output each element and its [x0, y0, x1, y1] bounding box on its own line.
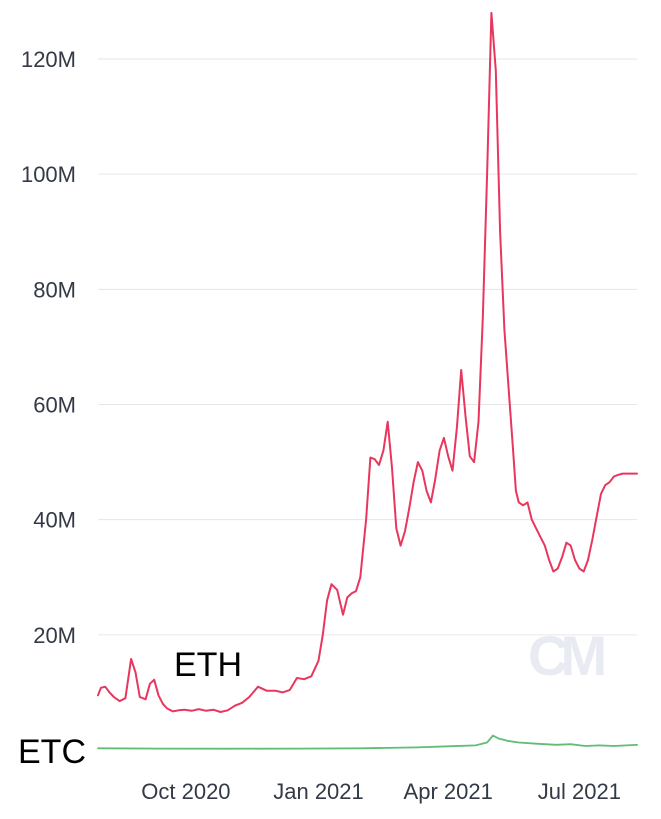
- y-axis: 20M 40M 60M 80M 100M 120M: [21, 47, 76, 648]
- x-tick-label: Jul 2021: [538, 779, 621, 804]
- series-line-etc: [97, 734, 638, 750]
- series-lines: [97, 11, 638, 750]
- x-tick-label: Oct 2020: [141, 779, 230, 804]
- x-axis: Oct 2020 Jan 2021 Apr 2021 Jul 2021: [141, 779, 621, 804]
- series-label-etc: ETC: [18, 733, 86, 771]
- y-tick-label: 100M: [21, 162, 76, 187]
- series-labels: ETH ETC: [18, 646, 242, 771]
- x-tick-label: Apr 2021: [404, 779, 493, 804]
- y-tick-label: 60M: [33, 393, 76, 418]
- coin-metrics-watermark: CM: [528, 624, 603, 687]
- y-tick-label: 80M: [33, 277, 76, 302]
- grid-lines: [98, 58, 637, 636]
- series-label-eth: ETH: [174, 646, 242, 684]
- y-tick-label: 20M: [33, 623, 76, 648]
- y-tick-label: 40M: [33, 508, 76, 533]
- x-tick-label: Jan 2021: [273, 779, 364, 804]
- series-line-eth: [97, 11, 638, 713]
- y-tick-label: 120M: [21, 47, 76, 72]
